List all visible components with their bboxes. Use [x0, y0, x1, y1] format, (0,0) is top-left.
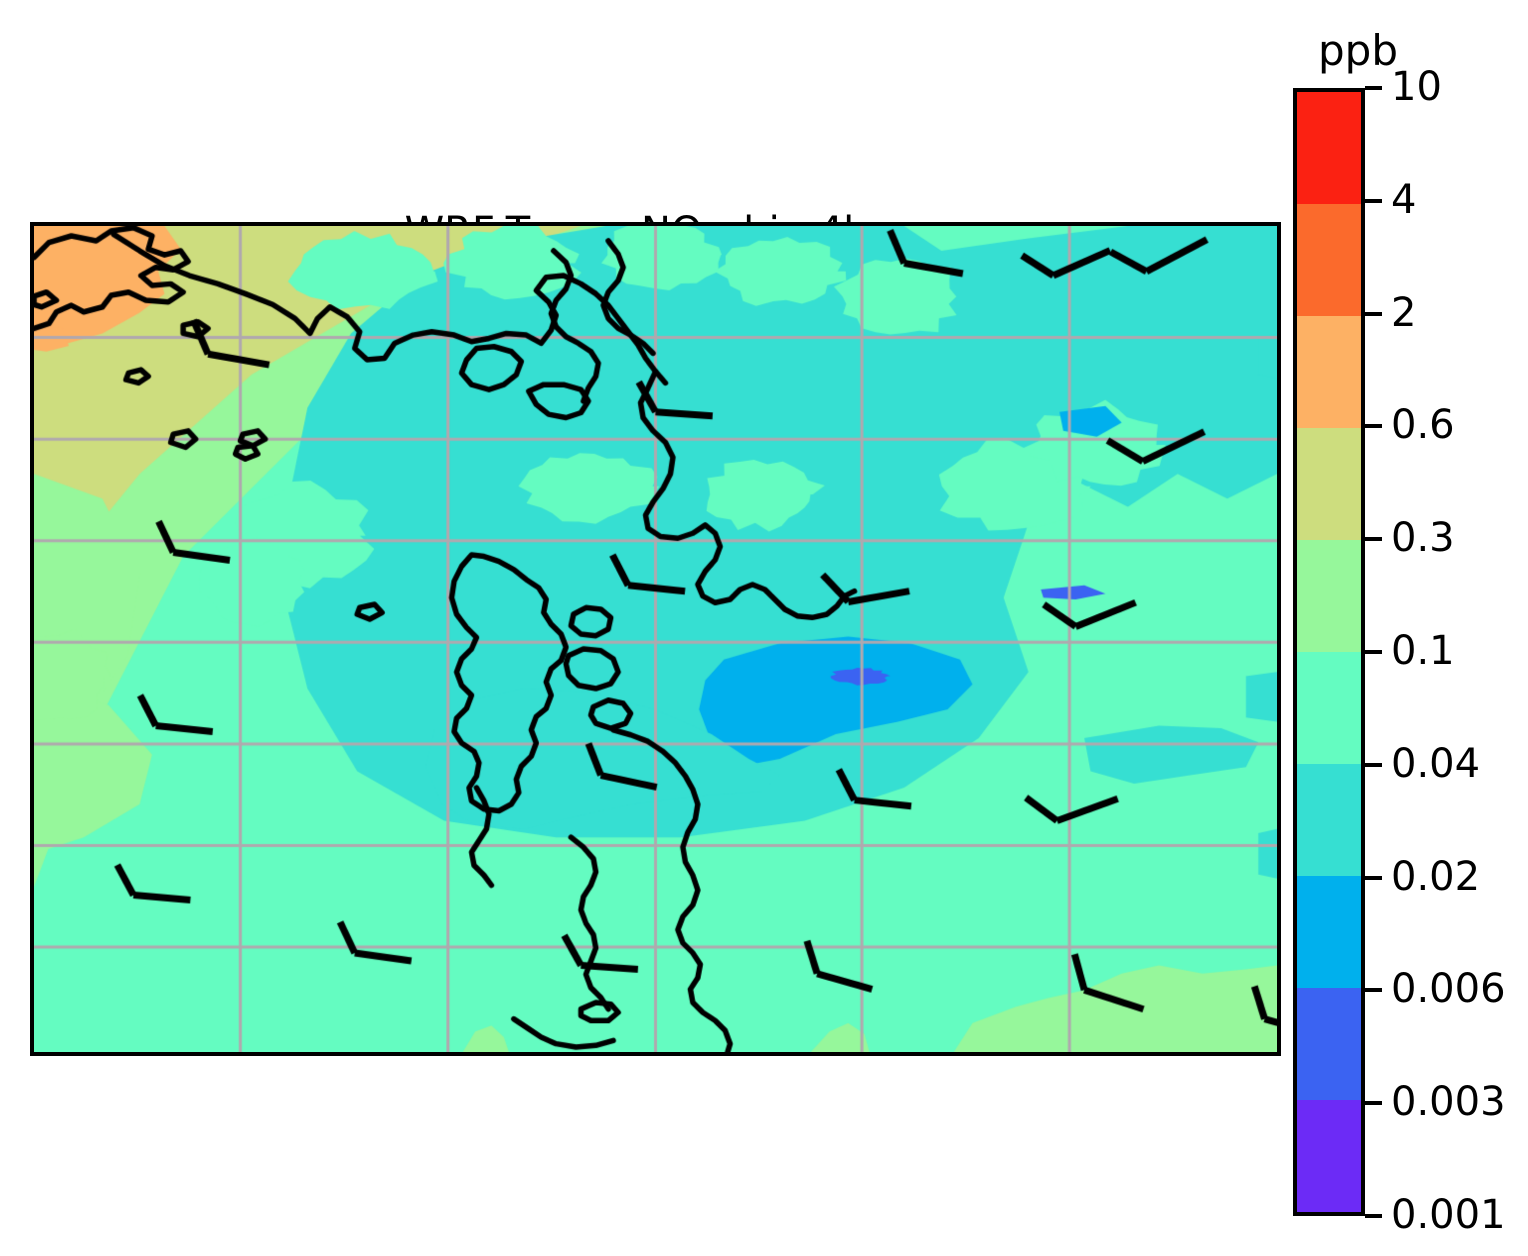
colorbar-bands	[1293, 88, 1365, 1216]
colorbar-tickmark-icon	[1365, 424, 1382, 429]
colorbar-tickmark-icon	[1365, 1101, 1382, 1106]
colorbar-band-6	[1297, 764, 1361, 876]
colorbar-tickmark-icon	[1365, 311, 1382, 316]
colorbar-ticks: 10 4 2 0.6 0.3 0.1 0.04 0.02 0.006 0.003 0.001	[1365, 67, 1528, 1235]
colorbar[interactable]: 10 4 2 0.6 0.3 0.1 0.04 0.02 0.006 0.003 0.001	[1293, 67, 1506, 1235]
colorbar-tick-label: 0.1	[1391, 628, 1455, 674]
colorbar-tickmark-icon	[1365, 198, 1382, 203]
colorbar-tick-label: 0.006	[1391, 966, 1506, 1013]
map-plot-area[interactable]	[30, 222, 1281, 1056]
colorbar-tick-label: 0.001	[1391, 1192, 1506, 1238]
colorbar-tick-label: 10	[1391, 64, 1442, 110]
colorbar-tickmark-icon	[1365, 988, 1382, 993]
colorbar-tick-label: 0.3	[1391, 515, 1455, 562]
colorbar-tick-label: 0.6	[1391, 402, 1455, 449]
colorbar-tick-label: 0.02	[1391, 853, 1481, 900]
colorbar-tick-label: 2	[1391, 289, 1417, 336]
colorbar-band-1	[1297, 204, 1361, 316]
colorbar-band-2	[1297, 316, 1361, 428]
colorbar-band-7	[1297, 876, 1361, 988]
colorbar-tickmark-icon	[1365, 86, 1382, 90]
colorbar-tick-label: 0.04	[1391, 740, 1481, 787]
colorbar-band-9	[1297, 1100, 1361, 1212]
colorbar-tickmark-icon	[1365, 650, 1382, 654]
colorbar-tickmark-icon	[1365, 762, 1382, 767]
colorbar-unit-label: ppb	[1318, 26, 1398, 75]
colorbar-tickmark-icon	[1365, 1214, 1382, 1218]
colorbar-band-3	[1297, 428, 1361, 540]
colorbar-tickmark-icon	[1365, 875, 1382, 880]
colorbar-band-4	[1297, 540, 1361, 652]
colorbar-band-8	[1297, 988, 1361, 1100]
colorbar-tick-label: 4	[1391, 176, 1417, 223]
colorbar-band-5	[1297, 652, 1361, 764]
colorbar-tickmark-icon	[1365, 537, 1382, 542]
colorbar-band-0	[1297, 92, 1361, 204]
colorbar-tick-label: 0.003	[1391, 1079, 1506, 1126]
coastline-gridline-barb-overlay	[34, 226, 1277, 1052]
